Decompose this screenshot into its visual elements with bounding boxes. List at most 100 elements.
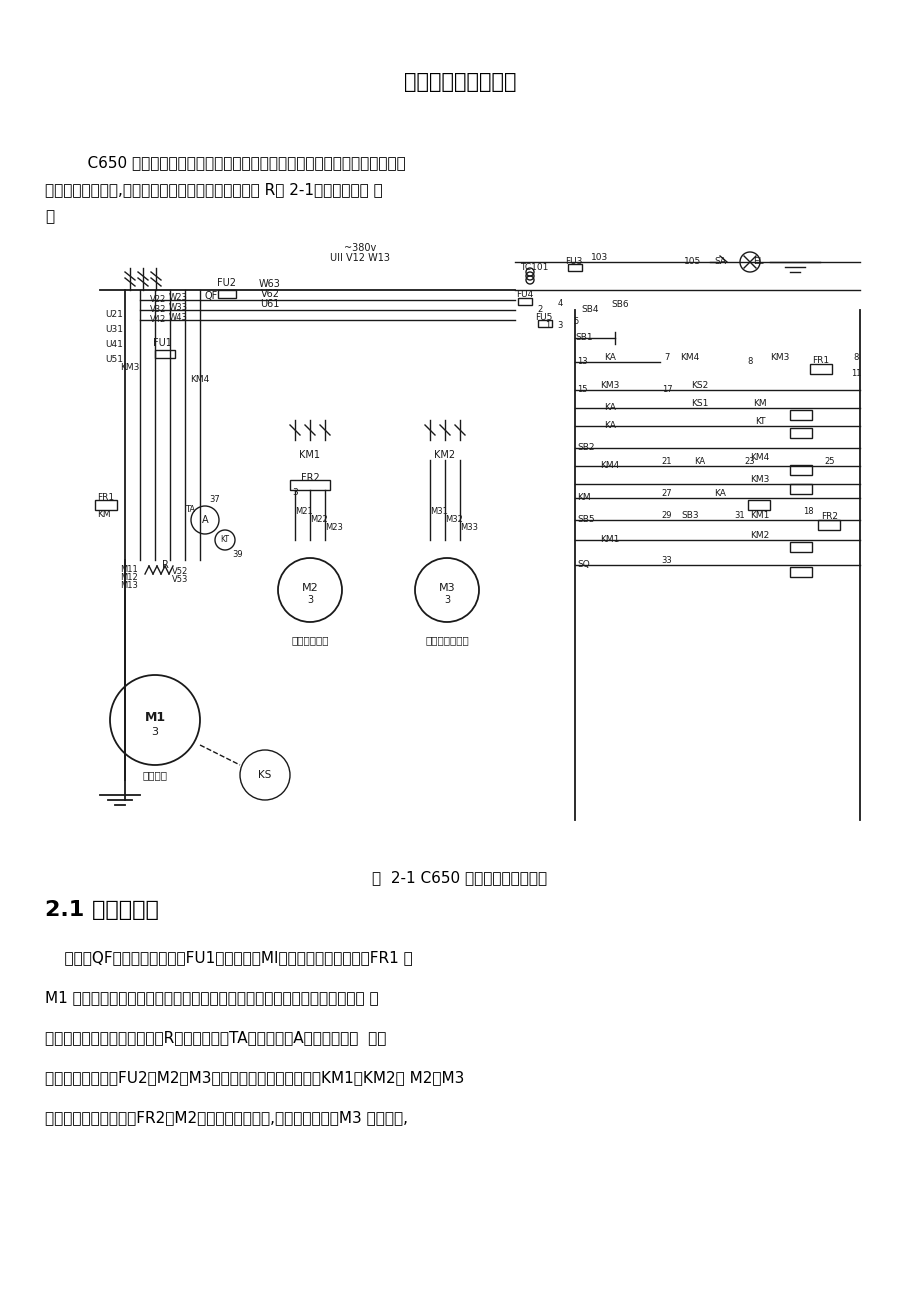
Text: V32: V32 [150,306,166,315]
Bar [817,520,839,530]
Text: SA: SA [713,258,725,267]
Text: 11: 11 [850,369,860,379]
Text: 23: 23 [743,458,754,467]
Text: 3: 3 [557,321,562,330]
Text: M21: M21 [295,507,312,516]
Text: 3: 3 [307,595,312,605]
Text: 2.1 主电路设计: 2.1 主电路设计 [45,900,159,920]
Text: W33: W33 [168,303,187,312]
Text: FU1: FU1 [153,338,171,347]
Text: 3: 3 [152,727,158,736]
Text: 8: 8 [853,354,857,363]
Bar [789,428,811,438]
Text: KS: KS [258,770,271,781]
Text: M12: M12 [119,574,138,583]
Text: 13: 13 [576,358,587,367]
Bar [789,567,811,578]
Text: 29: 29 [661,511,672,520]
Text: 39: 39 [233,550,243,559]
Text: FU3: FU3 [564,258,582,267]
Text: 17: 17 [661,385,672,394]
Text: TC101: TC101 [519,264,548,272]
Text: W23: W23 [168,294,187,303]
Text: KM3: KM3 [750,475,769,484]
Text: V52: V52 [172,567,187,576]
Text: V22: V22 [150,295,166,304]
Text: KM2: KM2 [434,450,455,461]
Text: SB1: SB1 [574,333,592,342]
Text: U31: U31 [105,325,123,334]
Text: W63: W63 [259,278,280,289]
Text: M2: M2 [301,583,318,593]
Text: 1: 1 [545,321,550,330]
Text: M3: M3 [438,583,455,593]
Bar [809,364,831,373]
Text: R: R [162,559,168,570]
Text: KM: KM [576,493,590,502]
Text: M22: M22 [310,515,327,524]
Text: U51: U51 [105,355,123,364]
Text: 25: 25 [823,458,834,467]
Text: M31: M31 [429,507,448,516]
Bar [747,500,769,510]
Bar [538,320,551,327]
Text: QF: QF [205,291,218,301]
Text: KT: KT [754,418,765,427]
Text: V42: V42 [150,316,166,324]
Text: KA: KA [694,458,705,467]
Text: 7: 7 [664,354,669,363]
Text: SB5: SB5 [576,515,594,524]
Bar [154,350,175,358]
Text: M13: M13 [119,582,138,591]
Text: KM: KM [753,399,766,409]
Circle shape [240,749,289,800]
Bar [789,410,811,420]
Text: KA: KA [604,422,615,431]
Text: EL: EL [752,258,763,267]
Text: M33: M33 [460,523,478,532]
Text: M1 电动机过载保护用热继电器。为防止在连续点动时的启动电流造成电动机 的: M1 电动机过载保护用热继电器。为防止在连续点动时的启动电流造成电动机 的 [45,990,379,1004]
Text: U41: U41 [105,341,123,350]
Text: SB6: SB6 [610,301,628,310]
Text: KA: KA [604,403,615,412]
Text: C650 卧式车床属于中型车床，为提高工作效率，该机床采用了反接制动。: C650 卧式车床属于中型车床，为提高工作效率，该机床采用了反接制动。 [68,155,405,170]
Circle shape [278,558,342,622]
Text: SB3: SB3 [680,511,698,520]
Text: KA: KA [713,489,725,498]
Text: M11: M11 [119,566,138,575]
Text: KM3: KM3 [769,354,789,363]
Text: U21: U21 [105,311,123,320]
Text: 第二章电气控制原理: 第二章电气控制原理 [403,72,516,92]
Bar [567,264,582,271]
Text: UII V12 W13: UII V12 W13 [330,252,390,263]
Text: U61: U61 [260,299,279,310]
Text: 过载，点动时也加入限流电阮R。通过互感器TA接入电流表A以监视主电动  机绕: 过载，点动时也加入限流电阮R。通过互感器TA接入电流表A以监视主电动 机绕 [45,1030,386,1045]
Text: 5: 5 [573,317,578,327]
Text: KM3: KM3 [119,363,139,372]
Text: KS2: KS2 [690,381,708,390]
Text: ~380v: ~380v [344,243,376,252]
Text: FU4: FU4 [516,290,533,299]
Text: 27: 27 [661,489,672,498]
Text: V53: V53 [172,575,188,584]
Text: 图: 图 [45,209,54,224]
Text: FU5: FU5 [535,314,552,323]
Bar [289,480,330,490]
Text: KA: KA [604,354,615,363]
Text: 8: 8 [746,358,752,367]
Text: 18: 18 [801,507,812,516]
Text: 图  2-1 C650 卧式车床电气原理图: 图 2-1 C650 卧式车床电气原理图 [372,870,547,885]
Text: 为了减少制动电流,制动时在定子回路串入了限流电阮 R图 2-1是它的电气原 理: 为了减少制动电流,制动时在定子回路串入了限流电阮 R图 2-1是它的电气原 理 [45,182,382,196]
Text: 3: 3 [444,595,449,605]
Text: KM4: KM4 [750,454,769,462]
Text: KM1: KM1 [600,536,619,545]
Text: 冷却泵电动机: 冷却泵电动机 [291,635,328,645]
Text: M1: M1 [144,712,165,725]
Bar [789,464,811,475]
Text: SB4: SB4 [581,306,598,315]
Text: KM1: KM1 [750,511,769,520]
Text: 4: 4 [557,299,562,308]
Text: W43: W43 [168,314,187,323]
Text: FR1: FR1 [97,493,115,502]
Text: KM: KM [96,510,110,519]
